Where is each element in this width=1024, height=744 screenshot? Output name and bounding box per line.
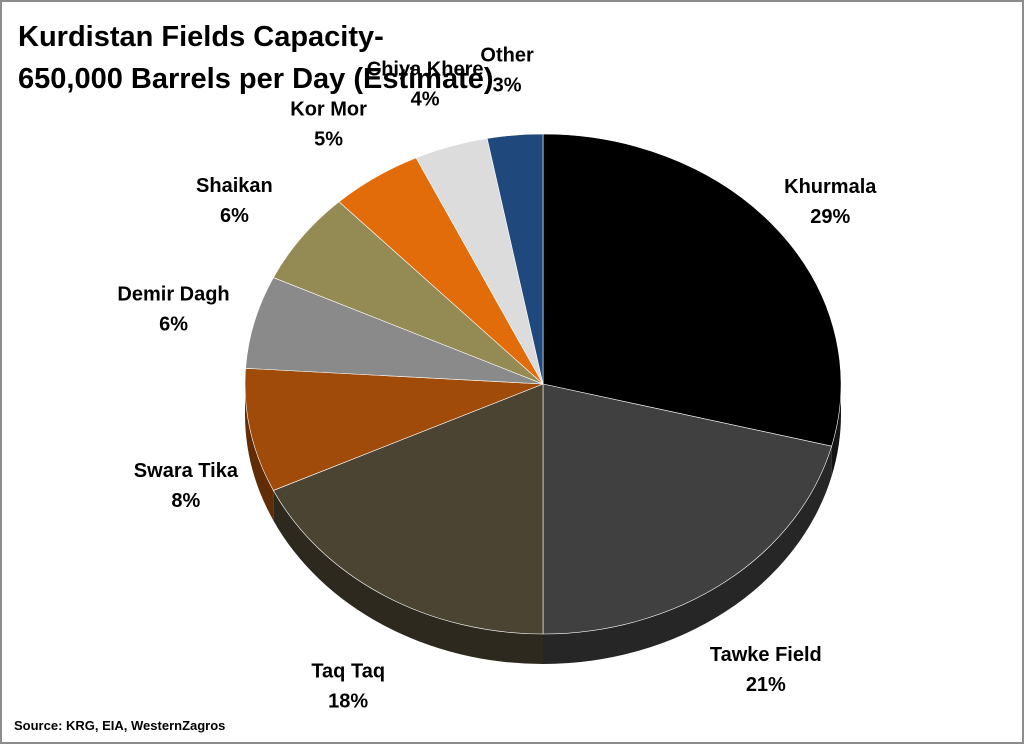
label-khurmala-value: 29% bbox=[810, 206, 850, 228]
chart-title: Kurdistan Fields Capacity- 650,000 Barre… bbox=[18, 16, 494, 100]
label-chiya-khere-name: Chiya Khere bbox=[367, 59, 484, 81]
label-swara-tika-value: 8% bbox=[171, 490, 200, 512]
label-demir-dagh-name: Demir Dagh bbox=[117, 283, 229, 305]
pie-slice-tawke-field bbox=[542, 383, 833, 635]
label-chiya-khere-value: 4% bbox=[411, 89, 440, 111]
label-tawke-field-value: 21% bbox=[746, 674, 786, 696]
source-note: Source: KRG, EIA, WesternZagros bbox=[14, 718, 226, 733]
label-kor-mor-name: Kor Mor bbox=[290, 98, 367, 120]
label-taq-taq-value: 18% bbox=[328, 691, 368, 713]
pie-slice-other bbox=[486, 133, 544, 385]
label-swara-tika-name: Swara Tika bbox=[134, 460, 239, 482]
label-other-value: 3% bbox=[493, 74, 522, 96]
pie-side-swara-tika bbox=[245, 384, 274, 521]
label-other-name: Other bbox=[480, 44, 534, 66]
label-shaikan-value: 6% bbox=[220, 205, 249, 227]
title-line-2: 650,000 Barrels per Day (Estimate) bbox=[18, 63, 494, 95]
pie-side-tawke-field bbox=[543, 446, 832, 664]
label-taq-taq-name: Taq Taq bbox=[311, 661, 385, 683]
label-tawke-field-name: Tawke Field bbox=[710, 644, 822, 666]
label-demir-dagh-value: 6% bbox=[159, 313, 188, 335]
pie-slice-swara-tika bbox=[244, 367, 544, 491]
pie-slice-khurmala bbox=[542, 133, 842, 447]
pie-side-taq-taq bbox=[273, 490, 543, 664]
title-line-1: Kurdistan Fields Capacity- bbox=[18, 21, 384, 53]
label-shaikan-name: Shaikan bbox=[196, 175, 273, 197]
label-kor-mor-value: 5% bbox=[314, 128, 343, 150]
pie-slice-taq-taq bbox=[272, 383, 544, 635]
label-khurmala-name: Khurmala bbox=[784, 176, 877, 198]
pie-side-khurmala bbox=[831, 384, 842, 477]
